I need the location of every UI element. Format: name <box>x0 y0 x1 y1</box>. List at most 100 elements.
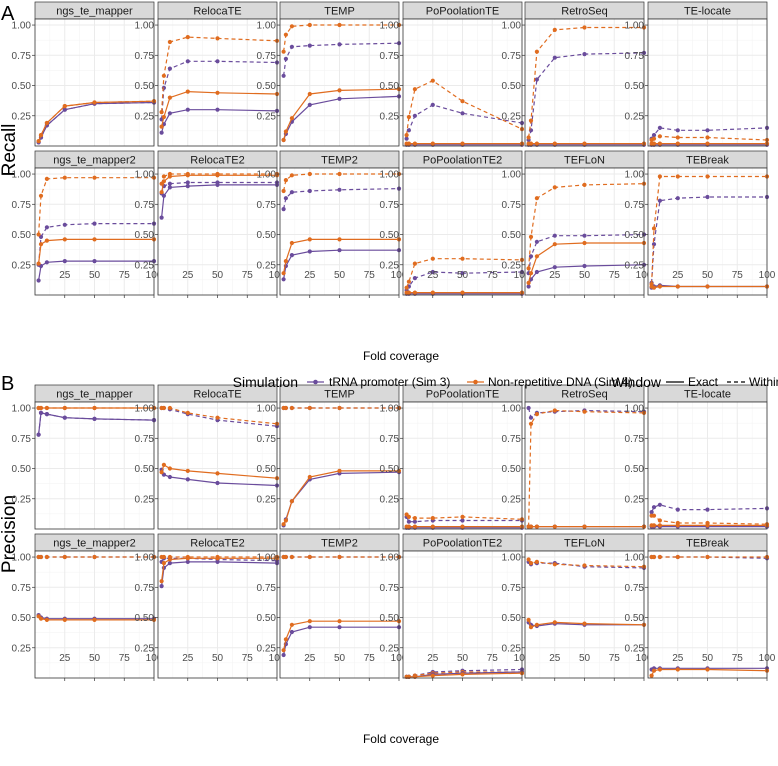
data-point-sim4-exact <box>167 466 172 471</box>
data-point-sim4-exact <box>651 141 657 146</box>
x-tick-label: 100 <box>146 270 163 281</box>
legend: Simulation tRNA promoter (Sim 3) Non-rep… <box>233 374 778 390</box>
data-point-sim4-within <box>215 36 220 41</box>
x-tick-label: 50 <box>212 653 224 664</box>
data-point-sim4-exact <box>430 673 435 678</box>
data-point-sim4-exact <box>289 622 294 627</box>
data-point-sim3-exact <box>62 259 67 264</box>
data-point-sim4-exact <box>412 524 417 529</box>
y-tick-label: 0.25 <box>625 643 645 654</box>
data-point-sim3-within <box>412 519 417 524</box>
data-point-sim3-exact <box>167 185 172 190</box>
x-tick-label: 75 <box>364 653 376 664</box>
y-tick-label: 1.00 <box>257 21 277 32</box>
series-line-sim4-within <box>528 26 644 138</box>
y-tick-label: 0.75 <box>502 200 522 211</box>
x-tick-label: 75 <box>609 653 621 664</box>
y-tick-label: 1.00 <box>625 21 645 32</box>
data-point-sim4-within <box>651 226 657 231</box>
panel-border <box>34 18 155 147</box>
data-point-sim3-within <box>705 194 710 200</box>
data-point-sim4-exact <box>651 668 657 673</box>
data-point-sim3-exact <box>161 193 166 198</box>
data-point-sim4-within <box>528 118 534 123</box>
data-point-sim4-exact <box>582 621 587 626</box>
facet-relocate-recall: RelocaTE 0.25 0.50 0.75 1.00 <box>135 1 280 147</box>
panel-border <box>647 401 768 530</box>
series-line-sim3-exact <box>161 184 277 218</box>
data-point-sim4-exact <box>460 141 465 146</box>
data-point-sim4-within <box>582 25 587 30</box>
data-point-sim4-exact <box>552 620 557 625</box>
facet-title: PoPoolationTE2 <box>423 538 503 550</box>
x-tick-label: 25 <box>182 653 194 664</box>
data-point-sim4-exact <box>185 89 190 94</box>
y-tick-label: 1.00 <box>502 404 522 415</box>
data-point-sim4-within <box>62 554 67 560</box>
data-point-sim4-within <box>92 554 97 560</box>
series-line-sim4-exact <box>38 238 154 264</box>
data-point-sim4-exact <box>185 556 190 561</box>
y-tick-label: 0.50 <box>135 613 155 624</box>
x-tick-label: 25 <box>182 270 194 281</box>
facet-title: TEFLoN <box>564 155 605 167</box>
x-tick-label: 50 <box>89 653 101 664</box>
data-point-sim3-within <box>552 233 557 238</box>
data-point-sim4-exact <box>460 524 465 529</box>
y-tick-label: 1.00 <box>625 404 645 415</box>
data-point-sim3-within <box>406 128 411 133</box>
facet-title: RelocaTE <box>193 6 241 18</box>
data-point-sim4-within <box>307 171 312 177</box>
data-point-sim4-exact <box>92 617 97 623</box>
y-tick-label: 0.25 <box>502 643 522 654</box>
facet-panels: A Recall Fold coverage ngs_te_mapper 0.25 0.5… <box>0 1 776 746</box>
series-line-sim3-exact <box>38 412 155 435</box>
data-point-sim4-within <box>161 554 166 560</box>
data-point-sim4-within <box>161 174 166 179</box>
data-point-sim4-exact <box>36 139 41 144</box>
data-point-sim4-exact <box>534 524 540 529</box>
data-point-sim4-exact <box>337 619 342 624</box>
data-point-sim4-exact <box>185 468 190 473</box>
y-tick-label: 0.25 <box>12 643 32 654</box>
series-line-sim3-within <box>651 504 768 513</box>
y-tick-label: 0.50 <box>12 81 32 92</box>
data-point-sim4-exact <box>38 405 44 411</box>
data-point-sim4-within <box>534 196 540 201</box>
data-point-sim4-exact <box>283 518 288 523</box>
x-tick-label: 100 <box>146 653 163 664</box>
series-line-sim3-within <box>283 42 400 76</box>
data-point-sim3-within <box>283 56 288 62</box>
y-tick-label: 0.50 <box>135 464 155 475</box>
data-point-sim3-within <box>657 125 663 130</box>
data-point-sim3-within <box>412 113 417 118</box>
data-point-sim4-exact <box>281 271 286 276</box>
y-tick-label: 0.50 <box>625 613 645 624</box>
data-point-sim4-exact <box>283 259 288 264</box>
y-tick-label: 0.25 <box>380 494 400 505</box>
data-point-sim3-within <box>651 133 657 138</box>
data-point-sim4-exact <box>289 116 294 121</box>
x-tick-label: 25 <box>427 270 439 281</box>
series-line-sim3-exact <box>283 249 399 280</box>
data-point-sim4-exact <box>705 141 710 146</box>
x-tick-label: 50 <box>579 270 591 281</box>
data-point-sim4-within <box>534 412 540 417</box>
data-point-sim4-within <box>307 554 312 560</box>
data-point-sim4-exact <box>281 137 286 143</box>
y-tick-label: 0.75 <box>12 583 32 594</box>
y-tick-label: 1.00 <box>625 553 645 564</box>
x-axis-title-b: Fold coverage <box>363 732 439 746</box>
x-tick-label: 50 <box>212 270 224 281</box>
x-tick-label: 100 <box>514 653 531 664</box>
y-tick-label: 0.75 <box>625 583 645 594</box>
data-point-sim4-exact <box>526 617 531 623</box>
y-tick-label: 1.00 <box>502 170 522 181</box>
data-point-sim4-exact <box>283 129 288 134</box>
y-tick-label: 0.50 <box>502 81 522 92</box>
data-point-sim4-within <box>705 554 710 560</box>
data-point-sim4-within <box>404 133 409 138</box>
data-point-sim4-exact <box>675 667 680 672</box>
y-tick-label: 1.00 <box>625 170 645 181</box>
y-tick-label: 0.50 <box>135 230 155 241</box>
